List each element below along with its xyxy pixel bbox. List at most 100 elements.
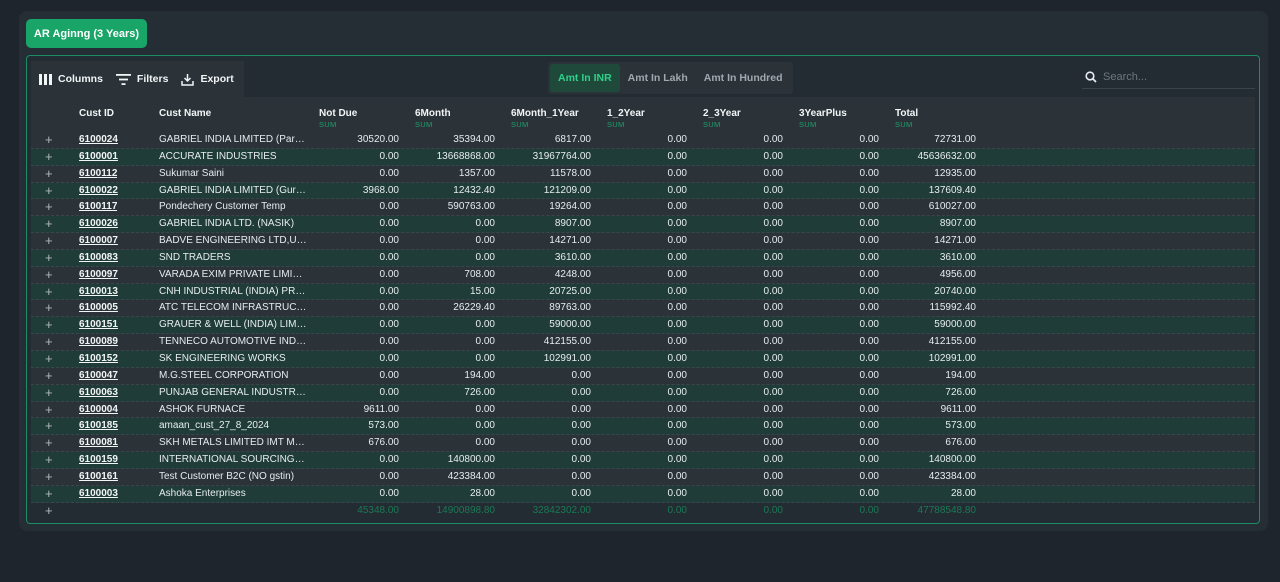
table-row[interactable]: +6100003 Ashoka Enterprises 0.00 28.00 0.00 0… [31,485,1255,503]
header-cust-id[interactable]: Cust ID [79,108,114,119]
table-row[interactable]: +6100161 Test Customer B2C (NO gstin) 0.00… [31,468,1255,486]
cust-id-link[interactable]: 6100047 [79,369,118,381]
expand-plus-icon[interactable]: + [45,165,53,181]
expand-plus-icon[interactable]: + [45,283,53,299]
unit-hundred-button[interactable]: Amt In Hundred [703,72,783,84]
cell-total: 140800.00 [928,454,976,466]
expand-plus-icon[interactable]: + [45,266,53,282]
cell-1-2year: 0.00 [667,369,687,381]
table-row[interactable]: +6100112 Sukumar Saini 0.00 1357.00 11578.00… [31,165,1255,183]
sum-label: SUM [607,120,625,129]
expand-plus-icon[interactable]: + [45,452,53,468]
table-row[interactable]: +6100185 amaan_cust_27_8_2024 573.00 0.00 0.… [31,418,1255,436]
header-total[interactable]: Total [895,108,919,119]
table-row[interactable]: +6100117 Pondechery Customer Temp 0.00 5907… [31,199,1255,217]
cust-id-link[interactable]: 6100117 [79,201,118,213]
expand-plus-icon[interactable]: + [45,148,53,164]
cell-1-2year: 0.00 [667,218,687,230]
table-row[interactable]: +6100022 GABRIEL INDIA LIMITED (Gurgaon) 3… [31,182,1255,200]
totals-row[interactable]: +45348.00 14900898.80 32842302.00 0.00 0.00 0… [31,502,1255,520]
cust-name-cell: GABRIEL INDIA LIMITED (Parwanoo) [159,134,307,145]
expand-plus-icon[interactable]: + [45,485,53,501]
cust-id-link[interactable]: 6100161 [79,470,118,482]
unit-inr-button[interactable]: Amt In INR [550,64,620,92]
cust-name-cell: TENNECO AUTOMOTIVE INDIA PVT LTD [159,336,307,348]
cust-id-link[interactable]: 6100089 [79,336,118,348]
cust-id-link[interactable]: 6100159 [79,454,118,466]
cust-id-link[interactable]: 6100013 [79,285,118,297]
table-row[interactable]: +6100089 TENNECO AUTOMOTIVE INDIA PVT LTD… [31,334,1255,351]
table-row[interactable]: +6100005 ATC TELECOM INFRASTRUCTURE 0.00 26… [31,300,1255,318]
expand-plus-icon[interactable]: + [45,334,53,350]
table-row[interactable]: +6100013 CNH INDUSTRIAL (INDIA) PRIVATE L… [31,283,1255,301]
table-row[interactable]: +6100001 ACCURATE INDUSTRIES 0.00 13668868.… [31,148,1255,166]
cust-id-link[interactable]: 6100112 [79,167,118,179]
cust-name-cell: GRAUER & WELL (INDIA) LIMITED [159,319,307,331]
table-row[interactable]: +6100152 SK ENGINEERING WORKS 0.00 0.00 1029… [31,350,1255,368]
expand-plus-icon[interactable]: + [45,350,53,366]
cust-id-link[interactable]: 6100185 [79,420,118,432]
cust-id-link[interactable]: 6100083 [79,251,118,263]
table-row[interactable]: +6100063 PUNJAB GENERAL INDUSTRIES LTD 0.0… [31,384,1255,402]
expand-plus-icon[interactable]: + [45,317,53,333]
expand-plus-icon[interactable]: + [45,216,53,232]
expand-plus-icon[interactable]: + [45,502,53,518]
expand-plus-icon[interactable]: + [45,233,53,249]
table-row[interactable]: +6100024 GABRIEL INDIA LIMITED (Parwanoo)… [31,132,1255,149]
table-row[interactable]: +6100026 GABRIEL INDIA LTD. (NASIK) 0.00 0.… [31,216,1255,234]
cust-id-link[interactable]: 6100007 [79,235,118,247]
report-title-button[interactable]: AR Aginng (3 Years) [26,19,147,48]
table-row[interactable]: +6100097 VARADA EXIM PRIVATE LIMITED 0.00 7… [31,266,1255,284]
sum-label: SUM [799,120,817,129]
cell-3yearplus: 0.00 [859,403,879,415]
expand-plus-icon[interactable]: + [45,468,53,484]
expand-plus-icon[interactable]: + [45,367,53,383]
header-1-2year[interactable]: 1_2Year [607,108,645,119]
table-row[interactable]: +6100081 SKH METALS LIMITED IMT MANESAR 67… [31,435,1255,453]
header-2-3year[interactable]: 2_3Year [703,108,741,119]
expand-plus-icon[interactable]: + [45,384,53,400]
expand-plus-icon[interactable]: + [45,300,53,316]
export-button[interactable]: Export [181,73,234,86]
search-input[interactable] [1103,71,1243,83]
expand-plus-icon[interactable]: + [45,418,53,434]
header-cust-name[interactable]: Cust Name [159,108,212,119]
cell-total: 45636632.00 [917,150,976,162]
cust-id-link[interactable]: 6100063 [79,386,118,398]
header-6month-1year[interactable]: 6Month_1Year [511,108,579,119]
cust-id-link[interactable]: 6100001 [79,150,118,162]
table-row[interactable]: +6100159 INTERNATIONAL SOURCING SOLUTIONS… [31,452,1255,469]
expand-plus-icon[interactable]: + [45,132,53,147]
columns-button[interactable]: Columns [39,73,103,85]
expand-plus-icon[interactable]: + [45,249,53,265]
cust-id-link[interactable]: 6100004 [79,403,118,415]
cust-id-link[interactable]: 6100003 [79,487,118,499]
sum-label: SUM [703,120,721,129]
table-row[interactable]: +6100004 ASHOK FURNACE 9611.00 0.00 0.00 0.00… [31,401,1255,419]
cust-id-link[interactable]: 6100151 [79,319,118,331]
filters-button[interactable]: Filters [115,73,168,85]
cust-id-link[interactable]: 6100026 [79,218,118,230]
cell-3yearplus: 0.00 [859,302,879,314]
table-row[interactable]: +6100007 BADVE ENGINEERING LTD,UNIT-1 0.00… [31,233,1255,250]
expand-plus-icon[interactable]: + [45,401,53,417]
expand-plus-icon[interactable]: + [45,435,53,451]
cust-id-link[interactable]: 6100152 [79,352,118,364]
expand-plus-icon[interactable]: + [45,199,53,215]
cust-id-link[interactable]: 6100022 [79,184,118,196]
cust-name-cell: SK ENGINEERING WORKS [159,352,286,364]
cust-id-link[interactable]: 6100005 [79,302,118,314]
table-row[interactable]: +6100151 GRAUER & WELL (INDIA) LIMITED 0.0… [31,317,1255,335]
cell-not-due: 30520.00 [357,134,399,145]
expand-plus-icon[interactable]: + [45,182,53,198]
unit-lakh-button[interactable]: Amt In Lakh [627,72,688,84]
table-row[interactable]: +6100083 SND TRADERS 0.00 0.00 3610.00 0.00 0.… [31,249,1255,267]
cell-6month-1year: 11578.00 [550,167,591,179]
header-6month[interactable]: 6Month [415,108,451,119]
header-3yearplus[interactable]: 3YearPlus [799,108,847,119]
table-row[interactable]: +6100047 M.G.STEEL CORPORATION 0.00 194.00 0… [31,367,1255,385]
cust-id-link[interactable]: 6100024 [79,134,118,145]
cust-id-link[interactable]: 6100097 [79,268,118,280]
cust-id-link[interactable]: 6100081 [79,437,118,449]
header-not-due[interactable]: Not Due [319,108,358,119]
